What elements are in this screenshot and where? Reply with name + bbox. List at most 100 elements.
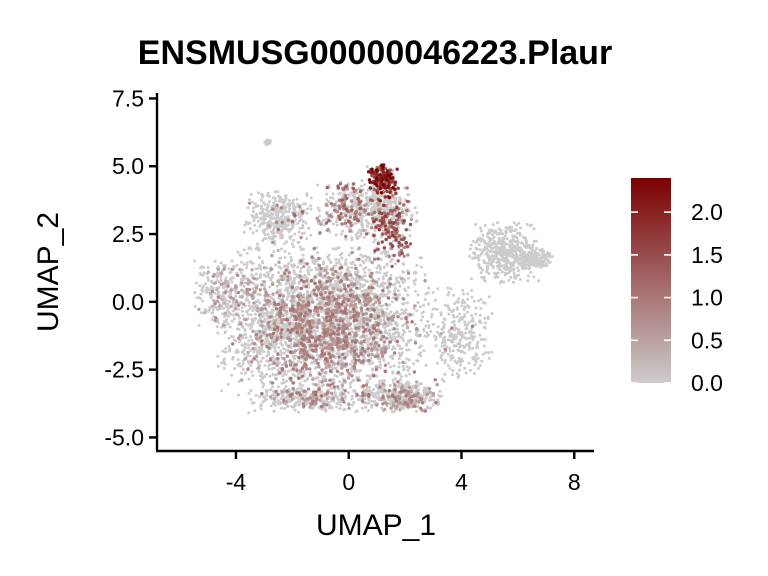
cell-point bbox=[497, 259, 500, 263]
cell-point bbox=[246, 346, 250, 350]
cell-point bbox=[462, 300, 466, 304]
cell-point bbox=[238, 316, 241, 320]
cell-point bbox=[262, 383, 266, 386]
cell-point bbox=[378, 360, 382, 364]
cell-point bbox=[328, 260, 332, 263]
cell-point bbox=[246, 312, 250, 316]
cell-point bbox=[443, 335, 447, 339]
cell-point bbox=[272, 298, 276, 301]
cell-point bbox=[518, 226, 522, 230]
cell-point bbox=[401, 329, 405, 332]
cell-point bbox=[524, 245, 528, 249]
cell-point bbox=[272, 409, 276, 413]
cell-point bbox=[247, 339, 251, 343]
cell-point bbox=[385, 263, 389, 267]
cell-point bbox=[406, 368, 410, 372]
cell-point bbox=[340, 359, 344, 363]
cell-point bbox=[270, 296, 273, 300]
cell-point bbox=[272, 250, 276, 254]
cell-point bbox=[287, 227, 291, 231]
cell-point bbox=[482, 247, 486, 251]
cell-point bbox=[325, 192, 329, 196]
cell-point bbox=[296, 348, 300, 352]
cell-point bbox=[339, 263, 343, 267]
cell-point bbox=[351, 361, 355, 365]
cell-point bbox=[354, 410, 358, 414]
cell-point bbox=[415, 309, 419, 313]
cell-point bbox=[250, 214, 254, 217]
cell-point bbox=[451, 373, 454, 377]
cell-point bbox=[532, 275, 536, 279]
cell-point bbox=[351, 193, 355, 197]
cell-point bbox=[495, 253, 499, 256]
cell-point bbox=[359, 335, 363, 339]
cell-point bbox=[281, 212, 285, 216]
cell-point bbox=[209, 295, 213, 299]
cell-point bbox=[471, 257, 474, 260]
cell-point bbox=[289, 276, 293, 280]
cell-point bbox=[235, 327, 239, 331]
cell-point bbox=[269, 221, 273, 225]
cell-point bbox=[525, 257, 529, 261]
cell-point bbox=[398, 293, 401, 297]
cell-point bbox=[359, 318, 363, 322]
cell-point bbox=[265, 212, 268, 216]
cell-point bbox=[334, 233, 338, 237]
cell-point bbox=[476, 357, 480, 360]
cell-point bbox=[262, 350, 266, 354]
cell-point bbox=[219, 261, 223, 265]
cell-point bbox=[424, 363, 428, 367]
cell-point bbox=[457, 297, 460, 301]
cell-point bbox=[515, 254, 519, 258]
cell-point bbox=[289, 342, 293, 346]
cell-point bbox=[338, 407, 342, 410]
cell-point bbox=[497, 227, 501, 231]
cell-point bbox=[308, 314, 312, 318]
cell-point bbox=[371, 207, 375, 211]
cell-point bbox=[532, 227, 536, 231]
cell-point bbox=[344, 237, 348, 241]
cell-point bbox=[258, 211, 262, 215]
cell-point bbox=[334, 405, 338, 409]
cell-point bbox=[301, 253, 305, 257]
cell-point bbox=[503, 258, 507, 262]
cell-point bbox=[404, 342, 408, 346]
cell-point bbox=[259, 403, 263, 407]
cell-point bbox=[394, 262, 397, 266]
cell-point bbox=[274, 263, 277, 267]
cell-point bbox=[281, 374, 285, 378]
cell-point bbox=[518, 278, 522, 281]
cell-point bbox=[276, 213, 280, 216]
cell-point bbox=[375, 374, 378, 378]
cell-point bbox=[387, 398, 390, 402]
cell-point bbox=[326, 255, 329, 259]
cell-point bbox=[224, 347, 228, 351]
cell-point bbox=[305, 237, 309, 241]
cell-point bbox=[443, 372, 447, 376]
cell-point bbox=[332, 283, 336, 287]
cell-point bbox=[287, 230, 291, 234]
cell-point bbox=[245, 297, 249, 301]
cell-point bbox=[241, 368, 245, 371]
cell-point bbox=[357, 369, 361, 373]
cell-point bbox=[426, 291, 430, 295]
cell-point bbox=[221, 312, 225, 316]
cell-point bbox=[336, 271, 340, 275]
cell-point bbox=[494, 273, 498, 276]
cell-point bbox=[240, 295, 244, 299]
cell-point bbox=[380, 235, 383, 239]
cell-point bbox=[393, 321, 397, 325]
cell-point bbox=[286, 369, 290, 373]
cell-point bbox=[512, 221, 516, 225]
cell-point bbox=[382, 325, 385, 329]
cell-point bbox=[413, 206, 417, 210]
cell-point bbox=[349, 385, 353, 389]
cell-point bbox=[357, 329, 361, 333]
cell-point bbox=[484, 252, 488, 256]
cell-point bbox=[415, 359, 419, 363]
cell-point bbox=[405, 325, 410, 330]
cell-point bbox=[477, 299, 481, 303]
cell-point bbox=[229, 304, 233, 308]
cell-point bbox=[251, 374, 255, 378]
cell-point bbox=[228, 349, 231, 353]
